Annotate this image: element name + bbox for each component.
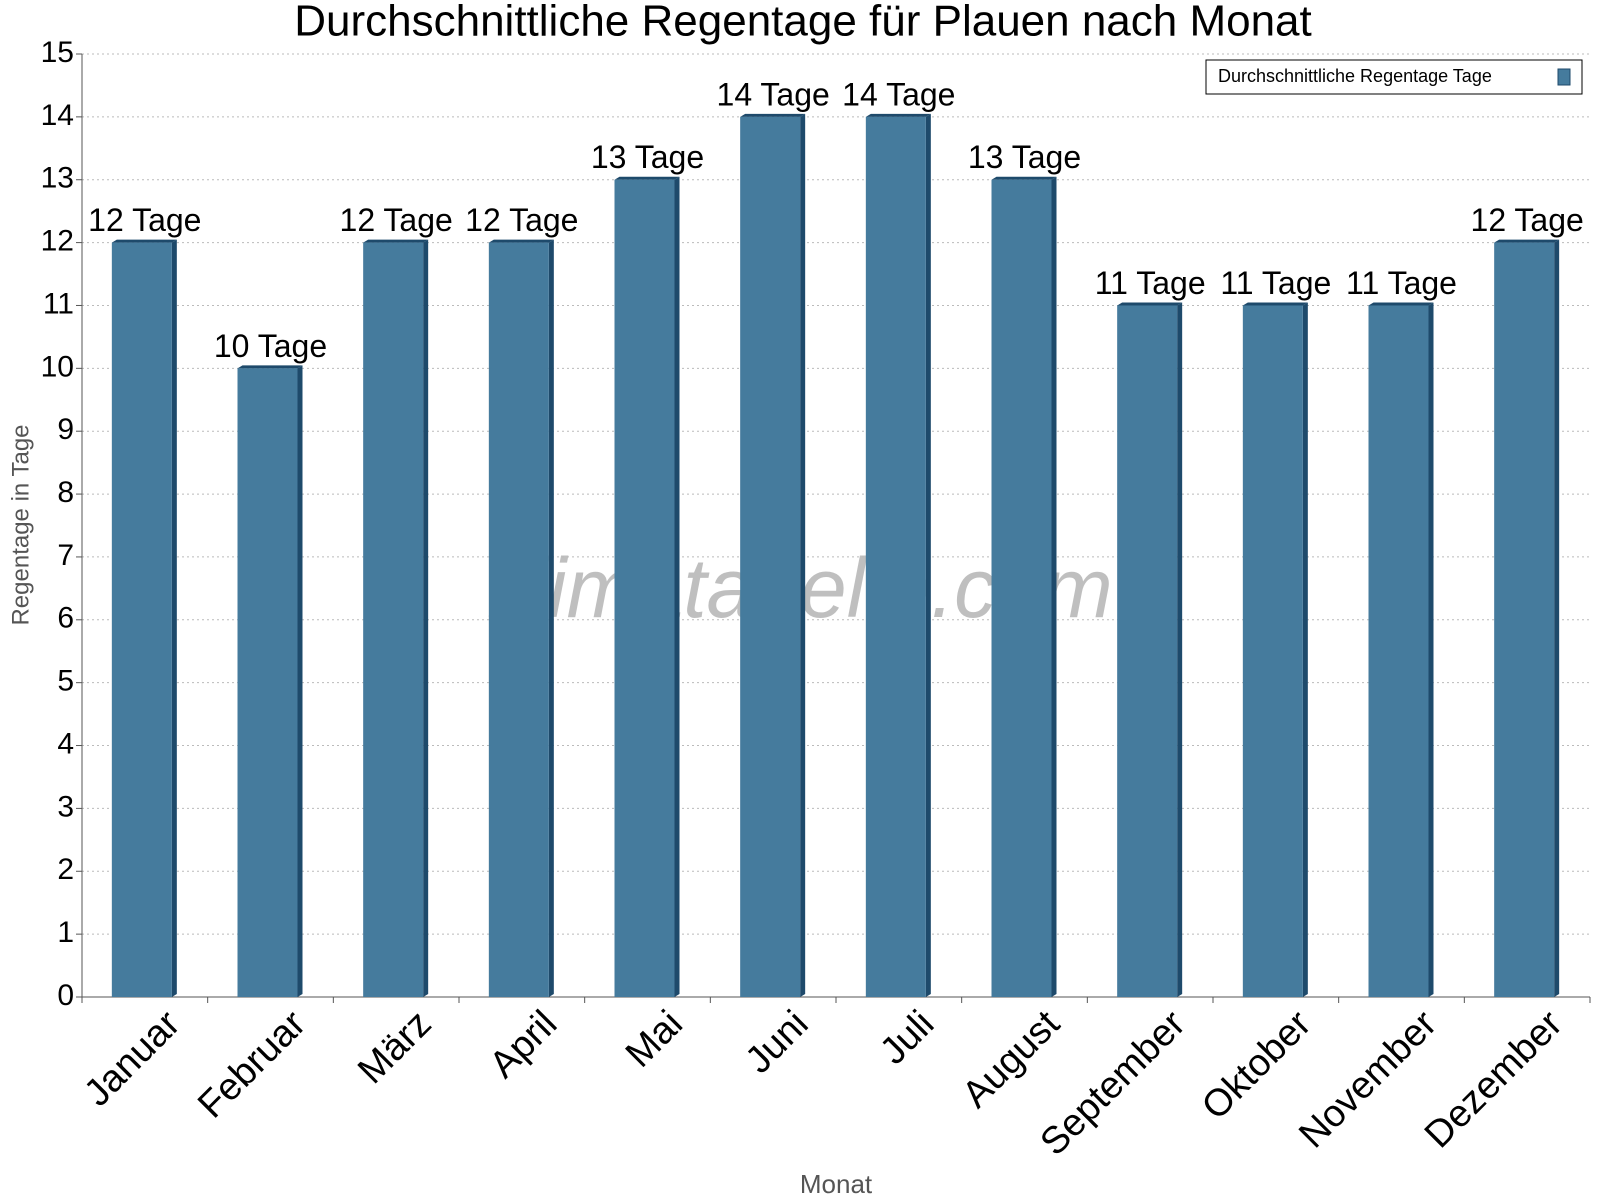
bar-side [548,239,554,998]
bar-top [1117,302,1183,306]
x-tick-label: Februar [190,1003,314,1127]
legend: Durchschnittliche Regentage Tage [1205,59,1583,95]
bar [865,116,926,997]
y-tick-label: 15 [41,36,74,69]
bar-side [1428,302,1434,997]
bar [740,116,801,997]
bar-top [363,239,429,243]
bar-top [1242,302,1308,306]
bar-side [171,239,177,998]
y-tick-label: 14 [41,99,74,132]
y-tick-label: 6 [57,602,74,635]
x-tick-label: August [955,1002,1069,1116]
y-tick-label: 13 [41,162,74,195]
legend-box [1205,59,1583,95]
x-axis-title: Monat [800,1169,873,1199]
chart-title: Durchschnittliche Regentage für Plauen n… [294,0,1312,46]
bar-top [740,113,806,117]
value-label: 11 Tage [1095,265,1206,301]
value-label: 12 Tage [88,202,201,238]
value-label: 12 Tage [1471,202,1584,238]
value-label: 14 Tage [717,76,830,112]
x-tick-label: Januar [76,1003,188,1115]
y-tick-label: 7 [57,539,74,572]
y-tick-label: 11 [43,287,74,320]
bar-side [1302,302,1308,997]
bar [1494,242,1555,998]
value-label: 13 Tage [968,139,1081,175]
y-tick-label: 3 [57,790,74,823]
y-tick-label: 12 [41,225,74,258]
bar-side [1051,176,1057,997]
y-tick-label: 10 [41,350,74,383]
bar-top [111,239,177,243]
y-tick-label: 4 [57,727,74,760]
bar [111,242,172,998]
bar-side [925,113,931,997]
bar-top [237,365,303,369]
legend-swatch [1557,68,1571,86]
bar-side [423,239,429,998]
bar-top [865,113,931,117]
bar [991,179,1052,997]
y-tick-label: 2 [57,853,74,886]
value-label: 14 Tage [842,76,955,112]
y-axis-title: Regentage in Tage [7,424,34,625]
legend-label: Durchschnittliche Regentage Tage [1218,66,1492,86]
y-tick-label: 8 [57,476,74,509]
bar-side [297,365,303,997]
bar-side [674,176,680,997]
value-label: 12 Tage [340,202,453,238]
x-tick-label: Juli [872,1003,942,1073]
value-label: 11 Tage [1220,265,1331,301]
bar [1368,305,1429,997]
y-tick-label: 1 [57,916,74,949]
value-label: 10 Tage [214,328,327,364]
y-tick-label: 0 [57,979,74,1012]
bar-top [488,239,554,243]
bar-side [1554,239,1560,998]
bar-side [800,113,806,997]
bar [1242,305,1303,997]
bar-top [614,176,680,180]
value-label: 11 Tage [1346,265,1457,301]
value-label: 12 Tage [465,202,578,238]
value-label: 13 Tage [591,139,704,175]
bar [1117,305,1178,997]
bar [614,179,675,997]
y-tick-label: 5 [57,665,74,698]
bar-top [991,176,1057,180]
x-tick-label: Mai [618,1003,691,1076]
x-tick-label: März [350,1003,439,1092]
y-tick-label: 9 [57,413,74,446]
bar [488,242,549,998]
bar [363,242,424,998]
x-tick-label: Juni [738,1003,817,1082]
x-tick-label: Oktober [1194,1003,1320,1129]
x-tick-label: Dezember [1417,1003,1571,1157]
bar-side [1177,302,1183,997]
bar [237,368,298,997]
bar-top [1494,239,1560,243]
bar-top [1368,302,1434,306]
x-tick-label: April [482,1003,565,1086]
x-tick-label: November [1291,1003,1445,1157]
